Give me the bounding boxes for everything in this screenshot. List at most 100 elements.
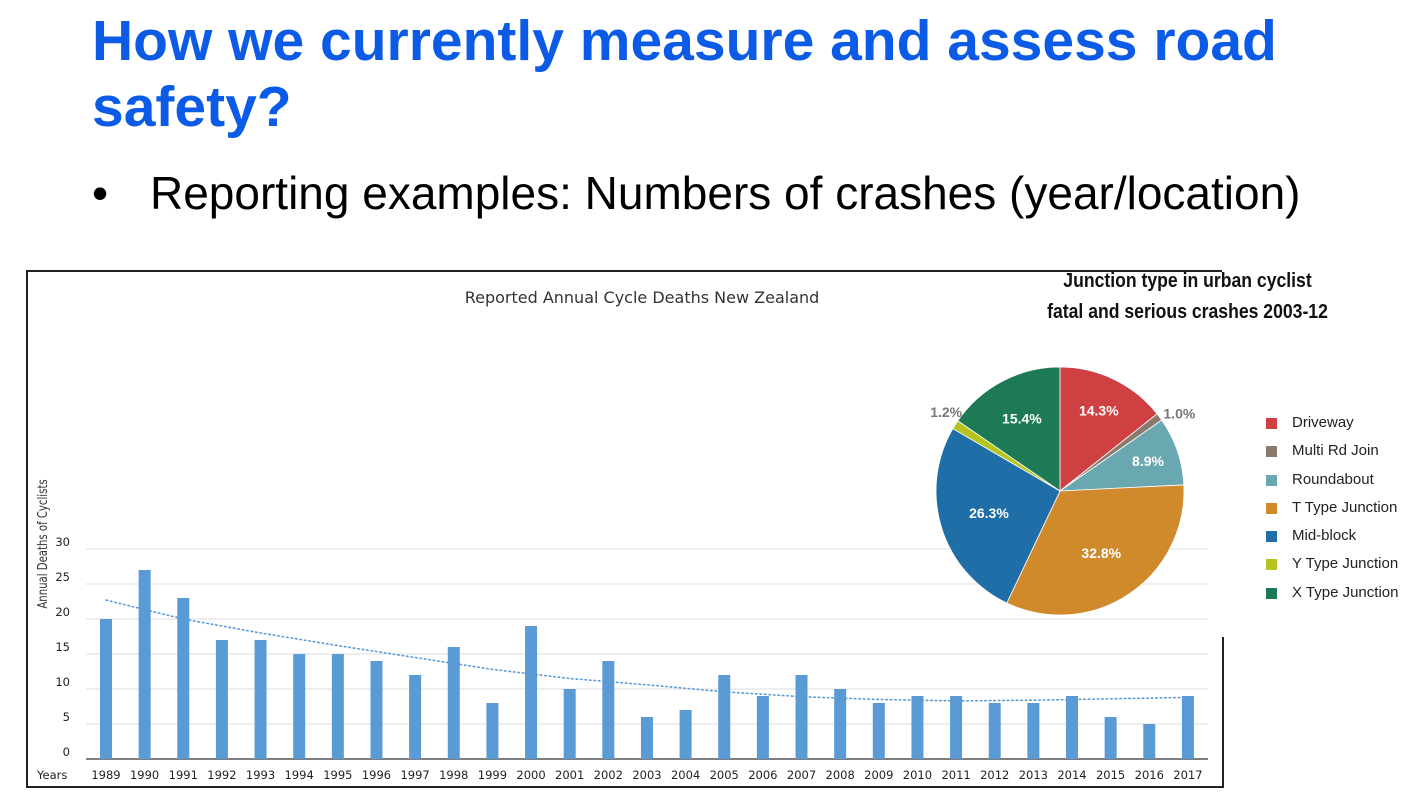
slide-title: How we currently measure and assess road…	[92, 9, 1277, 139]
bar	[602, 661, 615, 759]
bar	[370, 661, 383, 759]
bar	[911, 696, 924, 759]
bar-xtick-label: 2006	[748, 768, 777, 782]
bar	[409, 675, 422, 759]
pie-slice	[1006, 484, 1185, 616]
pie-labels: 14.3% 1.0% 8.9% 32.8% 26.3% 1.2% 15.4%	[930, 403, 1196, 561]
bar	[950, 696, 963, 759]
bar	[1104, 717, 1117, 759]
pie-slice-label: 26.3%	[969, 505, 1009, 521]
bar-xtick-label: 2005	[710, 768, 739, 782]
bar	[988, 703, 1001, 759]
bar-xtick-label: 2001	[555, 768, 584, 782]
legend-label: Y Type Junction	[1292, 555, 1399, 573]
legend-swatch	[1266, 418, 1277, 429]
pie-slice-label: 14.3%	[1079, 403, 1119, 419]
legend-swatch	[1266, 531, 1277, 543]
bar	[795, 675, 808, 759]
pie-slice-label: 32.8%	[1081, 545, 1121, 561]
bar-ytick-label: 20	[55, 605, 70, 619]
bullet-point: • Reporting examples: Numbers of crashes …	[92, 166, 1412, 220]
bar	[1143, 724, 1156, 759]
bar	[177, 598, 190, 759]
bar-xtick-label: 1990	[130, 768, 159, 782]
bar-xtick-label: 2016	[1135, 768, 1164, 782]
bar-xtick-label: 1989	[91, 768, 120, 782]
bar	[1027, 703, 1040, 759]
bar-chart-bars	[100, 570, 1194, 759]
bar-xtick-label: 2004	[671, 768, 700, 782]
bar	[834, 689, 847, 759]
bullet-text: Reporting examples: Numbers of crashes (…	[150, 167, 1301, 219]
bar-xtick-label: 2012	[980, 768, 1009, 782]
bar-xtick-label: 1996	[362, 768, 391, 782]
pie-slice-label: 1.2%	[930, 404, 962, 420]
bar-chart-ylabel: Annual Deaths of Cyclists	[35, 479, 51, 608]
bar	[215, 640, 228, 759]
bar-xtick-label: 2002	[594, 768, 623, 782]
bar	[1066, 696, 1078, 759]
bar	[718, 675, 731, 759]
bar-xtick-label: 1994	[285, 768, 314, 782]
bar-xtick-label: 2014	[1057, 768, 1086, 782]
bar-ytick-label: 15	[55, 640, 70, 654]
pie-slice-label: 15.4%	[1002, 411, 1042, 427]
legend-swatch	[1266, 474, 1277, 486]
bar-ytick-label: 5	[63, 710, 70, 724]
bullet-marker: •	[92, 167, 109, 219]
pie-chart: 14.3% 1.0% 8.9% 32.8% 26.3% 1.2% 15.4%	[930, 366, 1196, 616]
bar-ytick-label: 0	[63, 745, 70, 759]
bar-chart-title: Reported Annual Cycle Deaths New Zealand	[465, 288, 820, 307]
bar-ytick-label: 10	[55, 675, 70, 689]
pie-title-line-2: fatal and serious crashes 2003-12	[1047, 301, 1328, 323]
bar-chart-right-border	[1222, 637, 1224, 788]
bar	[756, 696, 769, 759]
bar	[525, 626, 538, 759]
bar	[679, 710, 692, 759]
legend-label: Multi Rd Join	[1292, 442, 1379, 460]
bar-xtick-label: 2013	[1019, 768, 1048, 782]
pie-slice	[1059, 366, 1158, 492]
bar-xtick-label: 2011	[941, 768, 970, 782]
legend-swatch	[1266, 559, 1277, 571]
bar	[563, 689, 576, 759]
bar-xtick-label: 2007	[787, 768, 816, 782]
bar	[293, 654, 306, 759]
pie-chart-title: Junction type in urban cyclist fatal and…	[1023, 266, 1353, 328]
bar-xtick-label: 2008	[826, 768, 855, 782]
bar-ytick-label: 25	[55, 570, 70, 584]
legend-label: Mid-block	[1292, 527, 1357, 545]
pie-slices	[935, 366, 1185, 616]
pie-slice-label: 1.0%	[1163, 406, 1195, 422]
bar-chart: Reported Annual Cycle Deaths New Zealand…	[35, 288, 1208, 782]
bar-xtick-label: 2003	[632, 768, 661, 782]
bar-xtick-label: 1997	[400, 768, 429, 782]
bar-xtick-label: 1998	[439, 768, 468, 782]
bar-xtick-label: 2015	[1096, 768, 1125, 782]
bar	[254, 640, 267, 759]
bar	[138, 570, 151, 759]
bar	[447, 647, 460, 759]
bar-xtick-label: 2010	[903, 768, 932, 782]
bar-xtick-label: 2017	[1173, 768, 1202, 782]
legend-label: Roundabout	[1292, 470, 1374, 488]
trendline	[105, 599, 1189, 702]
bar-xtick-label: 1999	[478, 768, 507, 782]
bar-xtick-label: 1995	[323, 768, 352, 782]
pie-slice	[935, 428, 1061, 604]
bar-chart-xticks: 1989 1990 1991 1992 1993 1994 1995 1996 1997 1998…	[91, 768, 1202, 782]
legend-label: X Type Junction	[1292, 583, 1399, 601]
bar-xtick-label: 1992	[207, 768, 236, 782]
bar-chart-trendline	[105, 599, 1189, 702]
bar-chart-xlabel: Years	[36, 768, 67, 782]
bar	[331, 654, 344, 759]
bar	[486, 703, 499, 759]
bar-ytick-label: 30	[55, 535, 70, 549]
bar-xtick-label: 1993	[246, 768, 275, 782]
legend-label: T Type Junction	[1292, 498, 1398, 516]
legend-swatch	[1266, 446, 1277, 458]
bar	[1181, 696, 1194, 759]
pie-slice	[957, 366, 1061, 492]
legend-swatch	[1266, 587, 1277, 599]
legend-swatch	[1266, 502, 1277, 514]
